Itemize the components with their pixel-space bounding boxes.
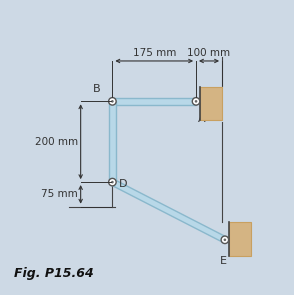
Polygon shape	[112, 98, 196, 104]
Circle shape	[192, 98, 200, 105]
Text: 175 mm: 175 mm	[133, 47, 176, 58]
Text: 200 mm: 200 mm	[35, 137, 78, 147]
Circle shape	[111, 100, 114, 103]
Circle shape	[223, 238, 226, 241]
Text: B: B	[93, 84, 101, 94]
Text: D: D	[119, 178, 127, 189]
Circle shape	[109, 178, 116, 186]
Polygon shape	[109, 101, 116, 182]
Bar	[201, 87, 222, 120]
Text: 75 mm: 75 mm	[41, 189, 78, 199]
Text: A: A	[198, 114, 205, 124]
Text: 100 mm: 100 mm	[188, 47, 230, 58]
Circle shape	[111, 181, 114, 183]
Bar	[229, 222, 251, 256]
Text: Fig. P15.64: Fig. P15.64	[14, 267, 94, 280]
Circle shape	[221, 236, 229, 244]
Circle shape	[195, 100, 197, 103]
Polygon shape	[111, 179, 226, 242]
Text: E: E	[220, 256, 227, 266]
Circle shape	[109, 98, 116, 105]
